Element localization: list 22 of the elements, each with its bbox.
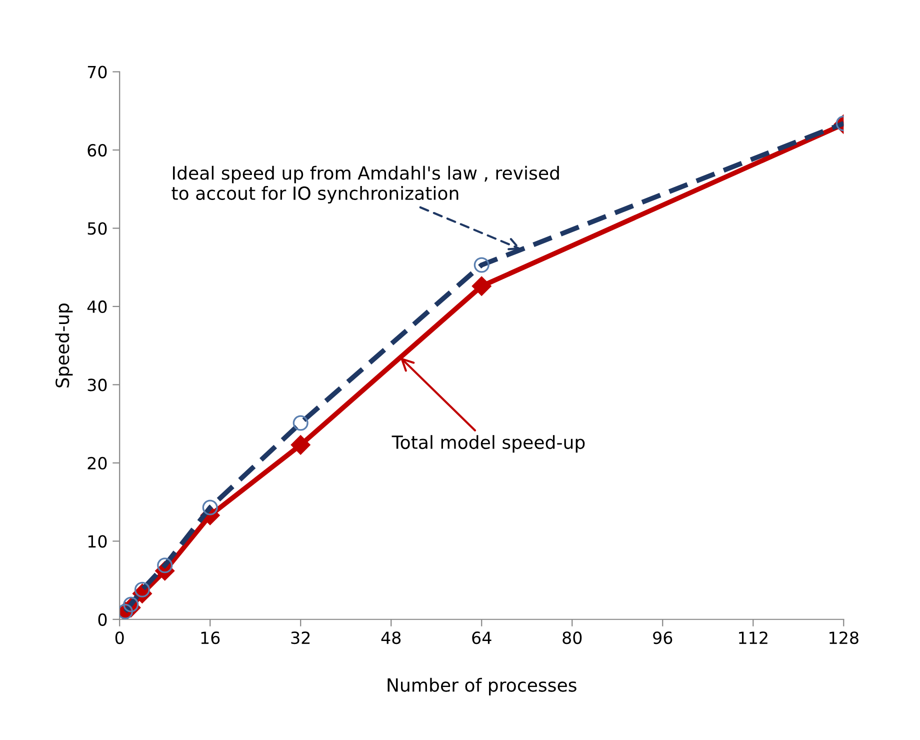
y-tick-label: 40 <box>87 300 107 314</box>
x-tick-label: 80 <box>562 631 582 644</box>
x-tick-label: 48 <box>381 631 401 644</box>
x-axis-title: Number of processes <box>388 678 576 696</box>
annotation: Total model speed-up <box>392 435 585 453</box>
y-tick-label: 10 <box>88 535 107 548</box>
point <box>290 435 310 455</box>
x-tick-label: 128 <box>830 631 858 644</box>
x-tick-label: 112 <box>739 631 768 644</box>
x-tick-label: 32 <box>291 631 310 644</box>
y-tick-label: 70 <box>88 66 107 78</box>
y-tick-label: 60 <box>88 144 107 157</box>
y-tick-label: 20 <box>88 456 107 470</box>
x-tick-label: 0 <box>115 631 124 644</box>
x-tick-label: 96 <box>653 631 672 644</box>
x-tick-label: 16 <box>201 631 220 644</box>
y-tick-label: 0 <box>98 613 107 626</box>
x-tick-label: 64 <box>472 631 492 644</box>
y-tick-label: 50 <box>88 222 107 235</box>
y-tick-label: 30 <box>88 378 107 392</box>
annotation: Ideal speed up from Amdahl's law , revised to accout for IO synchronization <box>172 166 559 204</box>
y-axis-title: Speed-up <box>55 304 73 388</box>
